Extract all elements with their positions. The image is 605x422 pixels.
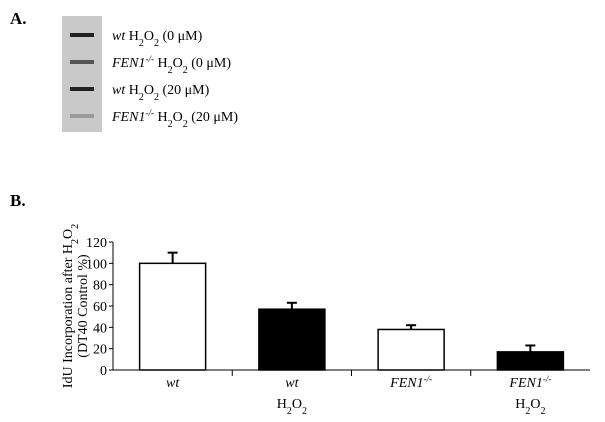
text-segment: 2 — [302, 406, 307, 417]
y-tick-label: 40 — [93, 321, 107, 336]
text-segment: -/- — [543, 374, 552, 384]
text-segment: -/- — [145, 54, 154, 64]
y-tick-label: 100 — [86, 257, 107, 272]
text-segment: wt — [166, 376, 180, 391]
rich-text: H2O2 — [515, 397, 545, 417]
bar — [258, 308, 326, 371]
text-segment: FEN1 — [508, 376, 542, 391]
bar — [377, 328, 445, 371]
text-segment: -/- — [145, 108, 154, 118]
rich-text: FEN1-/- H2O2 (20 μM) — [111, 108, 238, 130]
text-segment: IdU Incorporation after H — [61, 244, 76, 388]
text-segment: O — [530, 397, 540, 412]
y-tick-label: 80 — [93, 279, 107, 294]
y-tick-label: 20 — [93, 343, 107, 358]
gel-band — [70, 114, 94, 118]
gel-band — [70, 33, 94, 37]
text-segment: 2 — [541, 406, 546, 417]
text-segment: H — [154, 56, 168, 71]
gel-band — [70, 87, 94, 91]
text-segment: wt — [112, 29, 126, 44]
text-segment: 2 — [70, 239, 81, 244]
text-segment: -/- — [424, 374, 433, 384]
text-segment: (0 μM) — [188, 56, 232, 71]
text-segment: (0 μM) — [159, 29, 203, 44]
text-segment: H — [125, 29, 139, 44]
bar — [138, 262, 207, 371]
text-segment: 2 — [287, 406, 292, 417]
rich-text: FEN1-/- H2O2 (0 μM) — [111, 54, 231, 76]
text-segment: 2 — [154, 38, 159, 49]
panel-label: A. — [10, 9, 27, 28]
text-segment: 2 — [154, 92, 159, 103]
text-segment: 2 — [525, 406, 530, 417]
rich-text: IdU Incorporation after H2O2 — [61, 224, 81, 388]
y-tick-label: 0 — [100, 364, 107, 379]
text-segment: 2 — [183, 119, 188, 130]
gel-band — [70, 60, 94, 64]
rich-text: (DT40 Control %) — [76, 254, 91, 358]
rich-text: wt H2O2 (20 μM) — [112, 83, 210, 103]
rich-text: wt H2O2 (0 μM) — [112, 29, 203, 49]
text-segment: wt — [112, 83, 126, 98]
y-tick-label: 120 — [86, 236, 107, 251]
text-segment: 2 — [183, 65, 188, 76]
text-segment: 2 — [139, 92, 144, 103]
bar — [496, 351, 565, 371]
rich-text: FEN1-/- — [508, 374, 551, 391]
text-segment: (DT40 Control %) — [76, 254, 91, 358]
y-tick-label: 60 — [93, 300, 107, 315]
rich-text: FEN1-/- — [389, 374, 432, 391]
text-segment: FEN1 — [111, 110, 145, 125]
text-segment: O — [61, 229, 76, 239]
rich-text: H2O2 — [277, 397, 307, 417]
rich-text: wt — [166, 376, 180, 391]
text-segment: H — [125, 83, 139, 98]
text-segment: FEN1 — [389, 376, 423, 391]
text-segment: 2 — [168, 65, 173, 76]
text-segment: O — [292, 397, 302, 412]
text-segment: O — [173, 110, 183, 125]
text-segment: O — [173, 56, 183, 71]
text-segment: 2 — [139, 38, 144, 49]
text-segment: (20 μM) — [159, 83, 210, 98]
text-segment: O — [144, 29, 154, 44]
text-segment: wt — [285, 376, 299, 391]
text-segment: FEN1 — [111, 56, 145, 71]
rich-text: wt — [285, 376, 299, 391]
text-segment: (20 μM) — [188, 110, 239, 125]
text-segment: H — [154, 110, 168, 125]
text-segment: H — [277, 397, 287, 412]
text-segment: H — [515, 397, 525, 412]
panel-label: B. — [10, 191, 26, 210]
text-segment: 2 — [70, 224, 81, 229]
text-segment: 2 — [168, 119, 173, 130]
text-segment: O — [144, 83, 154, 98]
